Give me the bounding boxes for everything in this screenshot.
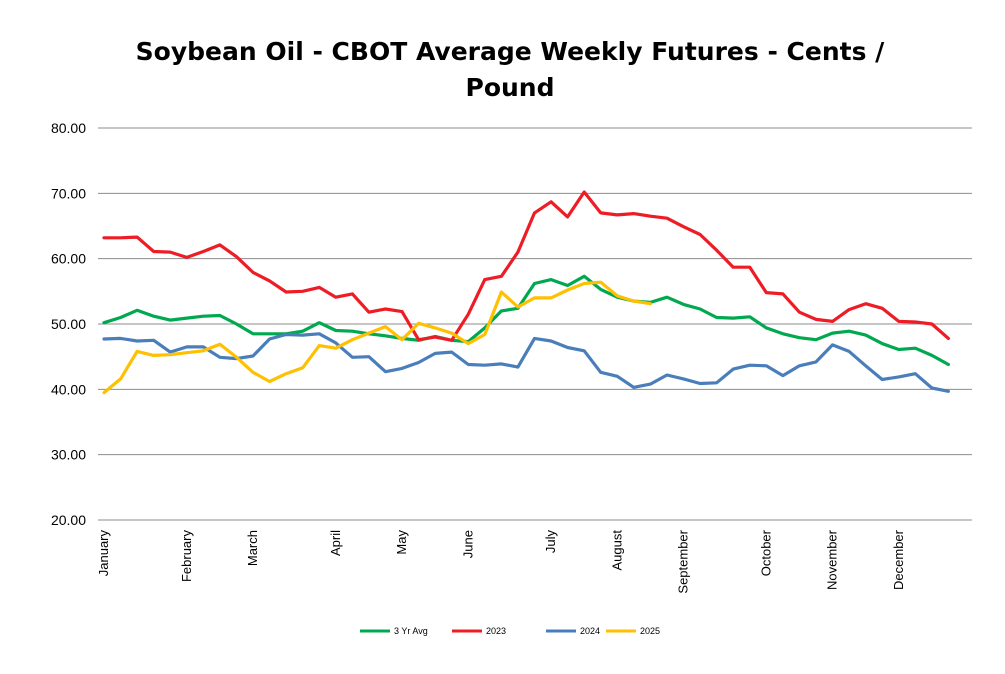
x-tick-label-december: December <box>891 529 906 590</box>
series-lines <box>102 190 951 395</box>
x-tick-label-october: October <box>758 529 773 576</box>
grid-lines <box>98 127 972 521</box>
x-tick-label-april: April <box>328 530 343 556</box>
y-tick-label: 20.00 <box>51 512 86 528</box>
chart-title: Soybean Oil - CBOT Average Weekly Future… <box>136 37 886 102</box>
x-axis-month-labels: January February March April May June July Augu… <box>96 529 906 593</box>
x-tick-label-july: July <box>543 530 558 554</box>
legend: 3 Yr Avg 2023 2024 2025 <box>360 626 660 636</box>
x-tick-label-january: January <box>96 530 111 577</box>
series-line-3-yr-avg <box>102 274 951 367</box>
x-tick-label-february: February <box>179 530 194 583</box>
legend-label: 3 Yr Avg <box>394 626 428 636</box>
chart-title-line-1: Soybean Oil - CBOT Average Weekly Future… <box>136 37 886 66</box>
series-line-2023 <box>102 190 951 342</box>
x-tick-label-june: June <box>460 530 475 558</box>
y-tick-label: 50.00 <box>51 316 86 332</box>
x-tick-label-march: March <box>245 530 260 566</box>
legend-label: 2025 <box>640 626 660 636</box>
y-tick-label: 60.00 <box>51 251 86 267</box>
x-tick-label-may: May <box>394 530 409 555</box>
x-tick-label-august: August <box>609 530 624 571</box>
y-tick-label: 40.00 <box>51 381 86 397</box>
y-tick-label: 70.00 <box>51 185 86 201</box>
series-line-2024 <box>102 332 951 393</box>
legend-label: 2024 <box>580 626 600 636</box>
series-line-2025 <box>102 280 653 395</box>
chart-title-line-2: Pound <box>466 73 555 102</box>
y-axis-tick-labels: 20.00 30.00 40.00 50.00 60.00 70.00 80.00 <box>51 120 86 528</box>
y-tick-label: 30.00 <box>51 447 86 463</box>
x-tick-label-november: November <box>825 529 840 590</box>
y-tick-label: 80.00 <box>51 120 86 136</box>
legend-label: 2023 <box>486 626 506 636</box>
x-tick-label-september: September <box>676 529 691 593</box>
